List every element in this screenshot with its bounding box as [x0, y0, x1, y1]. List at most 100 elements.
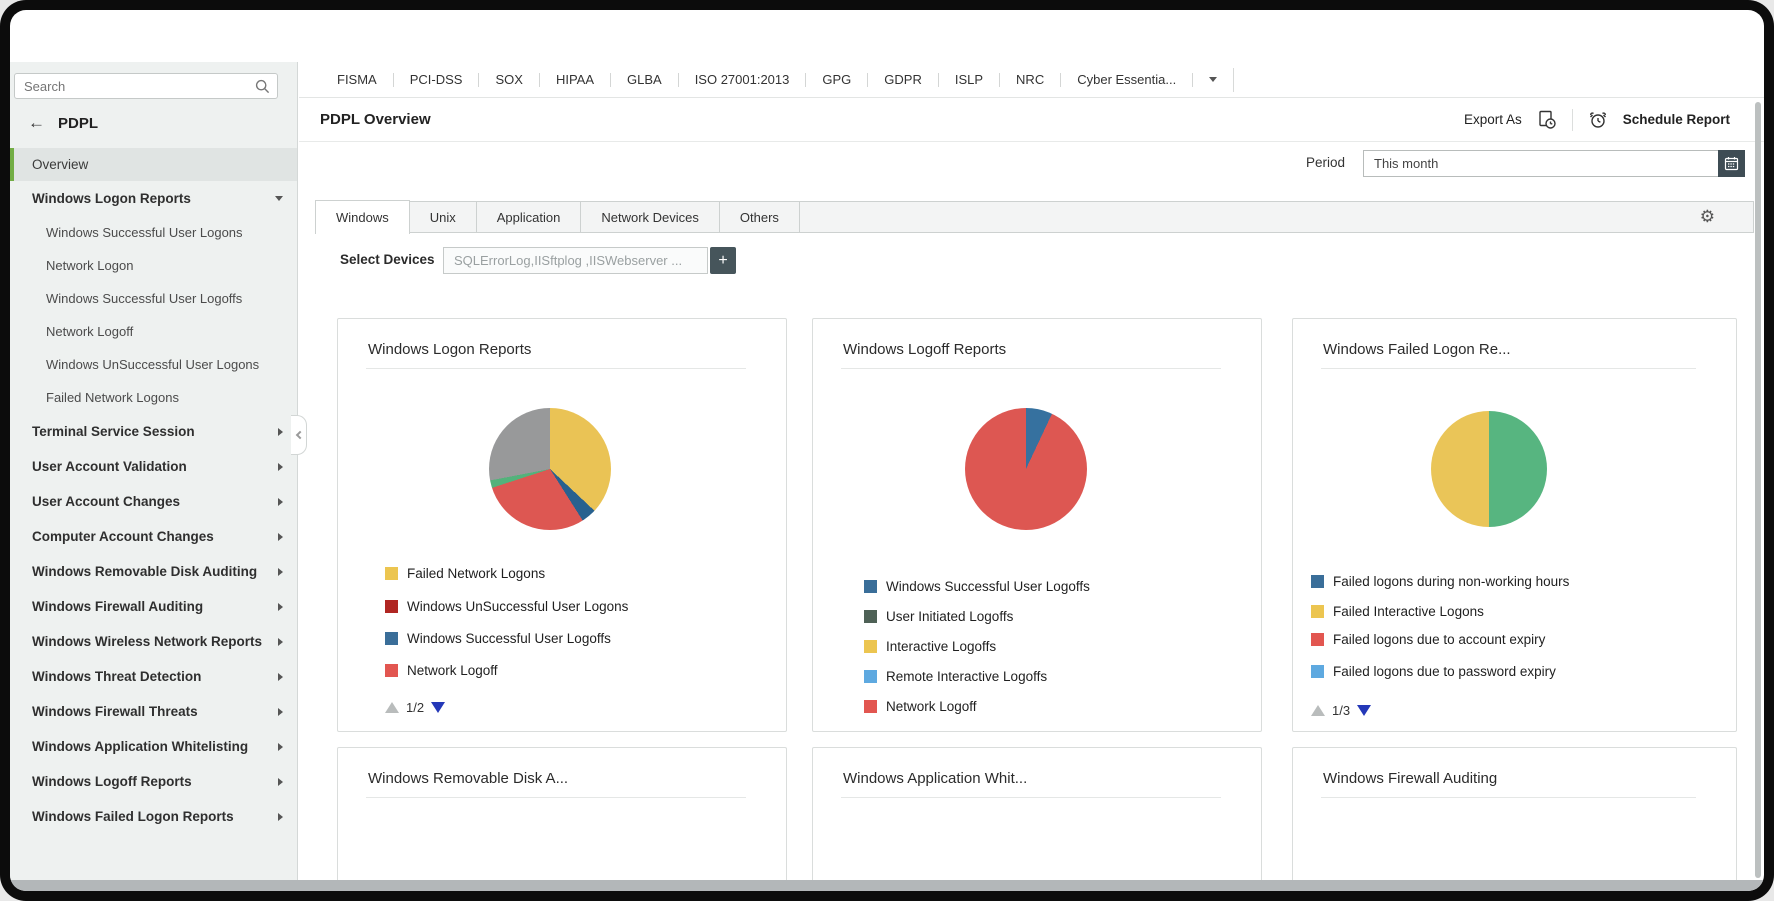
sidebar-group[interactable]: Terminal Service Session	[10, 414, 297, 449]
app-screen: ← PDPL Overview Windows Logon Reports Wi…	[10, 10, 1764, 891]
sidebar-item-label: Overview	[32, 157, 89, 172]
sidebar-group[interactable]: Windows Failed Logon Reports	[10, 799, 297, 834]
legend-label: Windows Successful User Logoffs	[886, 579, 1090, 594]
sidebar-group[interactable]: Windows Removable Disk Auditing	[10, 554, 297, 589]
search-input[interactable]	[15, 78, 255, 94]
sidebar-group[interactable]: Windows Logoff Reports	[10, 764, 297, 799]
schedule-report-button[interactable]: Schedule Report	[1622, 112, 1730, 127]
chevron-right-icon	[278, 742, 283, 751]
chevron-down-icon	[1209, 77, 1218, 82]
legend-label: Failed Interactive Logons	[1333, 604, 1484, 619]
sidebar-group[interactable]: Windows Threat Detection	[10, 659, 297, 694]
export-as-button[interactable]: Export As	[1463, 112, 1522, 127]
sidebar-group-label: Windows Wireless Network Reports	[32, 634, 263, 649]
vertical-scrollbar[interactable]	[1755, 102, 1761, 878]
legend-item: Windows Successful User Logoffs	[864, 579, 1090, 594]
sidebar-subitem[interactable]: Network Logon	[10, 249, 297, 282]
sidebar-group[interactable]: User Account Validation	[10, 449, 297, 484]
period-label: Period	[1306, 155, 1346, 170]
legend-item: Failed logons during non-working hours	[1311, 574, 1569, 589]
page-down-icon[interactable]	[431, 702, 446, 713]
sidebar-group[interactable]: User Account Changes	[10, 484, 297, 519]
tab-islp[interactable]: ISLP	[954, 72, 984, 87]
sidebar-subitem-label: Failed Network Logons	[46, 390, 179, 405]
tab-cyber-essentials[interactable]: Cyber Essentia...	[1077, 72, 1177, 87]
legend-swatch	[385, 632, 398, 645]
divider	[1192, 72, 1194, 87]
select-devices-input[interactable]: SQLErrorLog,IISftplog ,IISWebserver ...	[443, 247, 708, 274]
tab-application[interactable]: Application	[477, 202, 582, 232]
divider	[1321, 368, 1696, 369]
bottom-bar	[10, 880, 1764, 891]
tab-windows[interactable]: Windows	[315, 200, 410, 234]
tab-sox[interactable]: SOX	[495, 72, 523, 87]
sidebar-subitem[interactable]: Windows Successful User Logoffs	[10, 282, 297, 315]
sidebar-collapse-handle[interactable]	[291, 415, 307, 455]
pie-chart-windows-failed-logon[interactable]	[1431, 411, 1547, 527]
pie-chart-windows-logon[interactable]	[489, 408, 611, 530]
legend-swatch	[1311, 633, 1324, 646]
report-card-application-whitelisting: Windows Application Whit...	[812, 747, 1262, 880]
divider	[999, 72, 1001, 87]
tab-hipaa[interactable]: HIPAA	[555, 72, 594, 87]
tab-gdpr[interactable]: GDPR	[884, 72, 922, 87]
tab-network-devices[interactable]: Network Devices	[581, 202, 720, 232]
card-title: Windows Logoff Reports	[843, 341, 1007, 358]
tab-label: Unix	[429, 209, 456, 225]
report-history-icon[interactable]	[1537, 110, 1557, 130]
sidebar-group-label: Windows Removable Disk Auditing	[32, 564, 258, 579]
calendar-icon[interactable]	[1718, 150, 1745, 177]
legend-item: Windows Successful User Logoffs	[385, 631, 611, 646]
tab-others[interactable]: Others	[720, 202, 800, 232]
tab-nrc[interactable]: NRC	[1016, 72, 1045, 87]
chevron-right-icon	[278, 707, 283, 716]
sidebar-group-label: Computer Account Changes	[32, 529, 214, 544]
tab-gpg[interactable]: GPG	[822, 72, 852, 87]
legend-pager: 1/2	[385, 700, 446, 715]
tab-pci-dss[interactable]: PCI-DSS	[409, 72, 463, 87]
sidebar-group[interactable]: Windows Application Whitelisting	[10, 729, 297, 764]
sidebar-subitem[interactable]: Network Logoff	[10, 315, 297, 348]
sidebar-group-label: Windows Failed Logon Reports	[32, 809, 234, 824]
back-arrow-icon[interactable]: ←	[28, 113, 45, 132]
tab-glba[interactable]: GLBA	[627, 72, 662, 87]
legend-label: Windows UnSuccessful User Logons	[407, 599, 629, 614]
sidebar-subitem[interactable]: Windows UnSuccessful User Logons	[10, 348, 297, 381]
legend-swatch	[864, 640, 877, 653]
sidebar-subitem[interactable]: Failed Network Logons	[10, 381, 297, 414]
sidebar-subitem[interactable]: Windows Successful User Logons	[10, 216, 297, 249]
page-down-icon[interactable]	[1357, 705, 1372, 716]
tab-unix[interactable]: Unix	[410, 202, 477, 232]
sidebar-group[interactable]: Windows Wireless Network Reports	[10, 624, 297, 659]
pie-chart-windows-logoff[interactable]	[965, 408, 1087, 530]
period-select[interactable]: This month	[1363, 150, 1745, 177]
more-tabs-dropdown[interactable]	[1193, 77, 1233, 82]
sidebar-item-overview[interactable]: Overview	[10, 148, 297, 181]
sidebar-group-windows-logon-reports[interactable]: Windows Logon Reports	[10, 181, 297, 216]
select-devices-label: Select Devices	[340, 252, 435, 267]
legend-label: Windows Successful User Logoffs	[407, 631, 611, 646]
sidebar-group[interactable]: Windows Firewall Auditing	[10, 589, 297, 624]
chevron-right-icon	[278, 812, 283, 821]
legend-swatch	[864, 670, 877, 683]
sidebar-group[interactable]: Computer Account Changes	[10, 519, 297, 554]
legend-label: Failed logons due to account expiry	[1333, 632, 1546, 647]
sidebar: ← PDPL Overview Windows Logon Reports Wi…	[10, 62, 298, 880]
page-up-icon[interactable]	[385, 702, 399, 713]
page-indicator: 1/3	[1332, 703, 1351, 718]
gear-icon[interactable]: ⚙	[1699, 207, 1715, 226]
tab-iso-27001[interactable]: ISO 27001:2013	[694, 72, 790, 87]
add-device-button[interactable]: +	[710, 247, 736, 274]
tab-fisma[interactable]: FISMA	[337, 72, 377, 87]
search-icon[interactable]	[255, 79, 270, 94]
divider	[867, 72, 869, 87]
sidebar-group-label: Windows Application Whitelisting	[32, 739, 249, 754]
sidebar-group[interactable]: Windows Firewall Threats	[10, 694, 297, 729]
sidebar-search[interactable]	[14, 73, 278, 99]
report-card-windows-logon: Windows Logon Reports Failed Network Log…	[337, 318, 787, 732]
page-up-icon[interactable]	[1311, 705, 1325, 716]
chevron-right-icon	[278, 567, 283, 576]
legend-swatch	[385, 664, 398, 677]
sidebar-subitem-label: Windows Successful User Logons	[46, 225, 243, 240]
